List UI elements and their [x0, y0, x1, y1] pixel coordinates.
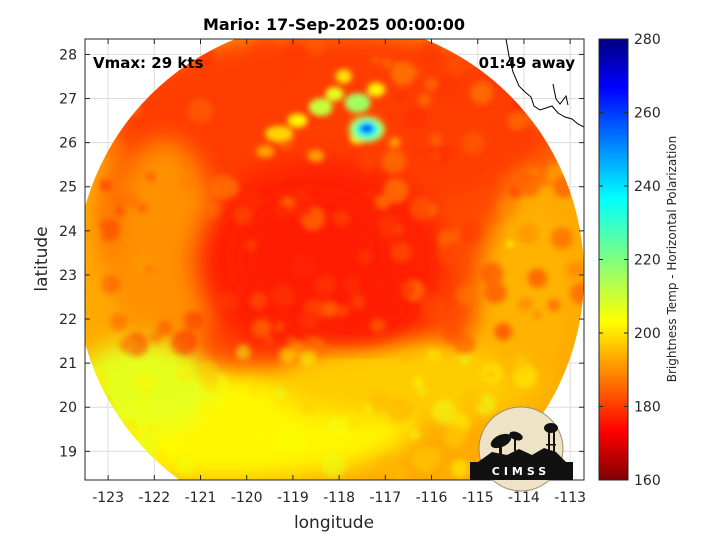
convection-cell	[325, 87, 344, 102]
convection-cell	[506, 240, 515, 249]
colorbar-tick-label: 240	[634, 179, 661, 195]
chart-title: Mario: 17-Sep-2025 00:00:00	[203, 15, 465, 34]
convection-cell	[308, 149, 325, 162]
convection-cell	[287, 113, 308, 128]
colorbar-tick-label: 260	[634, 106, 661, 122]
colorbar-tick-label: 280	[634, 32, 661, 48]
x-axis-label: longitude	[294, 513, 374, 533]
convection-cell	[265, 125, 294, 142]
y-tick-label: 20	[59, 400, 77, 416]
cimss-logo: CIMSS	[470, 406, 573, 492]
convection-cell	[308, 98, 333, 117]
x-tick-label: -122	[138, 490, 170, 506]
x-tick-label: -120	[231, 490, 263, 506]
convection-cell	[256, 145, 275, 158]
convection-layer	[256, 69, 515, 249]
hot-spot-core	[359, 123, 374, 134]
x-tick-label: -114	[508, 490, 540, 506]
colorbar-tick-label: 160	[634, 473, 661, 489]
colorbar-label: Brightness Temp - Horizontal Polarizatio…	[665, 136, 679, 383]
convection-cell	[344, 92, 371, 113]
y-tick-label: 21	[59, 356, 77, 372]
coastline	[552, 83, 569, 106]
colorbar-tick-label: 200	[634, 326, 661, 342]
y-tick-label: 25	[59, 180, 77, 196]
y-tick-label: 23	[59, 268, 77, 284]
x-tick-label: -118	[323, 490, 355, 506]
y-tick-label: 22	[59, 312, 77, 328]
convection-cell	[367, 82, 386, 97]
y-tick-label: 19	[59, 444, 77, 460]
y-tick-label: 26	[59, 136, 77, 152]
x-tick-label: -113	[554, 490, 586, 506]
coastline	[505, 39, 584, 128]
y-tick-label: 24	[59, 224, 77, 240]
x-axis: -123 -122 -121 -120 -119 -118 -117 -116 -115 -114…	[92, 39, 586, 506]
x-tick-label: -116	[416, 490, 448, 506]
x-tick-label: -123	[92, 490, 124, 506]
axes-frame	[84, 38, 585, 481]
convection-cell	[388, 137, 401, 148]
x-tick-label: -119	[277, 490, 309, 506]
colorbar-tick-label: 220	[634, 253, 661, 269]
colorbar-ticks: 160 180 200 220 240 260 280	[599, 32, 661, 489]
x-tick-label: -115	[462, 490, 494, 506]
convection-cell	[335, 69, 352, 84]
y-tick-label: 27	[59, 92, 77, 108]
colorbar-tick-label: 180	[634, 400, 661, 416]
y-axis: 19 20 21 22 23 24 25 26 27 28	[59, 47, 584, 460]
vmax-annotation: Vmax: 29 kts	[93, 54, 203, 72]
time-away-annotation: 01:49 away	[479, 54, 576, 72]
logo-text: CIMSS	[492, 465, 550, 478]
colorbar	[598, 38, 629, 481]
y-axis-label: latitude	[32, 226, 52, 291]
y-tick-label: 28	[59, 47, 77, 63]
x-tick-label: -121	[185, 490, 217, 506]
x-tick-label: -117	[369, 490, 401, 506]
